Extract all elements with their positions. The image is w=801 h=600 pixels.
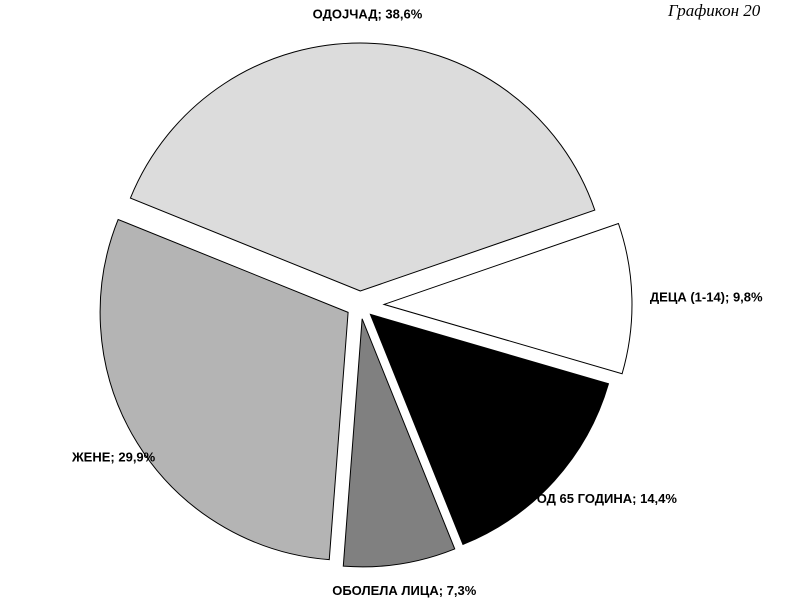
chart-title: Графикон 20 — [667, 1, 761, 20]
data-label: ОБОЛЕЛА ЛИЦА; 7,3% — [332, 583, 477, 598]
data-label: СТАРИЈИ ОД 65 ГОДИНА; 14,4% — [473, 491, 677, 506]
data-label: ОДОЈЧАД; 38,6% — [313, 7, 423, 22]
page: Графикон 20 ОДОЈЧАД; 38,6% ДЕЦА (1-14); 9… — [0, 0, 801, 600]
data-label: ЖЕНЕ; 29,9% — [71, 449, 156, 464]
chart: Графикон 20 ОДОЈЧАД; 38,6% ДЕЦА (1-14); 9… — [0, 0, 801, 600]
data-label: ДЕЦА (1-14); 9,8% — [650, 289, 763, 304]
